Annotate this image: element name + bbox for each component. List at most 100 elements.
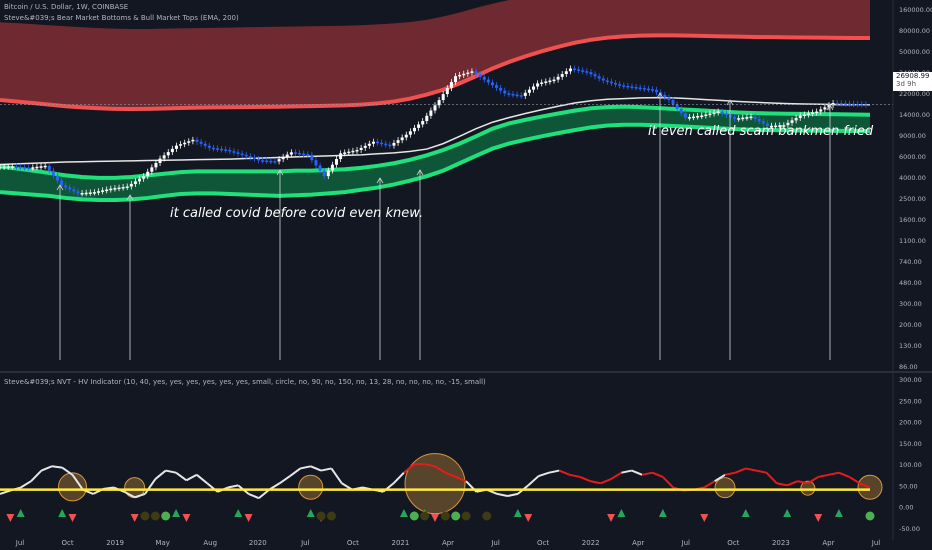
- nvt-line-segment: [538, 471, 550, 478]
- nvt-line-segment: [828, 471, 840, 476]
- bar-countdown: 3d 9h: [896, 80, 917, 88]
- signal-halo: [714, 477, 736, 499]
- up-marker: [513, 509, 522, 517]
- candle-body: [183, 142, 187, 145]
- price-tick-label: 9000.00: [899, 132, 926, 140]
- callout-arrowhead: [826, 104, 834, 111]
- nvt-line-segment: [527, 475, 540, 487]
- price-tick-label: 14000.00: [899, 111, 930, 119]
- price-tick-label: 22000.00: [899, 90, 930, 98]
- signal-halo: [124, 477, 146, 499]
- time-tick-label: Oct: [727, 539, 739, 547]
- candle-body: [663, 94, 667, 98]
- candle-body: [466, 72, 470, 75]
- candle-body: [27, 167, 31, 169]
- nvt-line-segment: [41, 465, 53, 472]
- nvt-line-segment: [123, 490, 136, 499]
- candle-body: [667, 97, 671, 101]
- candle-body: [47, 165, 51, 171]
- nvt-line-segment: [765, 471, 778, 484]
- down-marker: [130, 514, 139, 522]
- time-tick-label: Jul: [490, 539, 500, 547]
- indicator-title[interactable]: Steve&#039;s Bear Market Bottoms & Bull …: [4, 14, 239, 22]
- candle-body: [712, 112, 716, 115]
- candle-body: [158, 158, 162, 163]
- candle-body: [601, 78, 605, 81]
- candle-body: [819, 109, 823, 112]
- up-marker: [834, 509, 843, 517]
- nvt-line-segment: [600, 478, 612, 485]
- candle-body: [211, 147, 215, 150]
- callout-arrowhead: [56, 184, 64, 191]
- candle-body: [531, 86, 535, 90]
- candle-body: [720, 111, 724, 114]
- candle-body: [125, 186, 129, 188]
- nvt-line-segment: [610, 471, 622, 480]
- nvt-tick-label: 200.00: [899, 419, 922, 427]
- candle-body: [392, 142, 396, 146]
- price-tick-label: 86.00: [899, 363, 918, 371]
- candle-body: [380, 142, 384, 145]
- time-tick-label: May: [155, 539, 169, 547]
- candle-body: [683, 113, 687, 118]
- candle-body: [749, 116, 753, 119]
- nvt-tick-label: 0.00: [899, 504, 913, 512]
- time-tick-label: Apr: [442, 539, 454, 547]
- nvt-tick-label: -50.00: [899, 525, 920, 533]
- signal-halo: [404, 453, 466, 515]
- candle-body: [679, 108, 683, 114]
- candle-body: [704, 114, 708, 117]
- candle-body: [244, 154, 248, 157]
- candle-body: [88, 192, 92, 194]
- nvt-line-segment: [724, 471, 736, 476]
- candle-body: [786, 122, 790, 126]
- candle-body: [220, 148, 224, 151]
- candle-body: [133, 181, 137, 184]
- nvt-line-segment: [641, 471, 653, 476]
- candle-body: [351, 150, 355, 153]
- time-tick-label: Oct: [537, 539, 549, 547]
- candle-body: [839, 103, 843, 105]
- candle-body: [421, 121, 425, 125]
- nvt-line-segment: [703, 480, 716, 489]
- candle-body: [6, 166, 10, 169]
- candle-body: [499, 87, 503, 91]
- nvt-indicator-title[interactable]: Steve&#039;s NVT - HV Indicator (10, 40,…: [4, 378, 486, 386]
- candle-body: [548, 80, 552, 83]
- candle-body: [671, 100, 675, 105]
- candle-body: [179, 144, 183, 146]
- bottom-band-upper-line: [0, 104, 871, 180]
- nvt-line-segment: [61, 466, 74, 476]
- nvt-line-segment: [507, 492, 519, 498]
- signal-dot: [440, 511, 450, 521]
- callout-arrowhead: [376, 177, 384, 184]
- nvt-line-segment: [403, 463, 415, 474]
- candle-body: [474, 71, 478, 75]
- candle-body: [166, 152, 170, 156]
- nvt-line-segment: [154, 469, 167, 480]
- candle-body: [560, 74, 564, 77]
- nvt-line-segment: [631, 469, 643, 476]
- candle-body: [638, 87, 642, 90]
- nvt-line-segment: [558, 469, 571, 476]
- candle-body: [60, 180, 64, 186]
- nvt-line-segment: [807, 476, 819, 485]
- candle-body: [326, 170, 330, 177]
- up-marker: [783, 509, 792, 517]
- candle-body: [92, 192, 96, 194]
- candle-body: [216, 148, 219, 150]
- candle-body: [774, 125, 778, 128]
- candle-body: [203, 143, 207, 146]
- callout-arrowhead: [656, 92, 664, 99]
- candle-body: [630, 86, 634, 88]
- symbol-title[interactable]: Bitcoin / U.S. Dollar, 1W, COINBASE: [4, 3, 129, 11]
- candle-body: [470, 71, 474, 73]
- nvt-line-segment: [755, 469, 767, 474]
- candle-body: [495, 85, 499, 88]
- nvt-line-segment: [134, 492, 146, 499]
- nvt-axis-ticks: 300.00 250.00 200.00 150.00 100.00 50.00 0.00 -…: [899, 376, 922, 533]
- candle-body: [367, 143, 371, 146]
- time-tick-label: 2022: [582, 539, 600, 547]
- time-tick-label: Jul: [871, 539, 881, 547]
- candle-body: [482, 76, 486, 80]
